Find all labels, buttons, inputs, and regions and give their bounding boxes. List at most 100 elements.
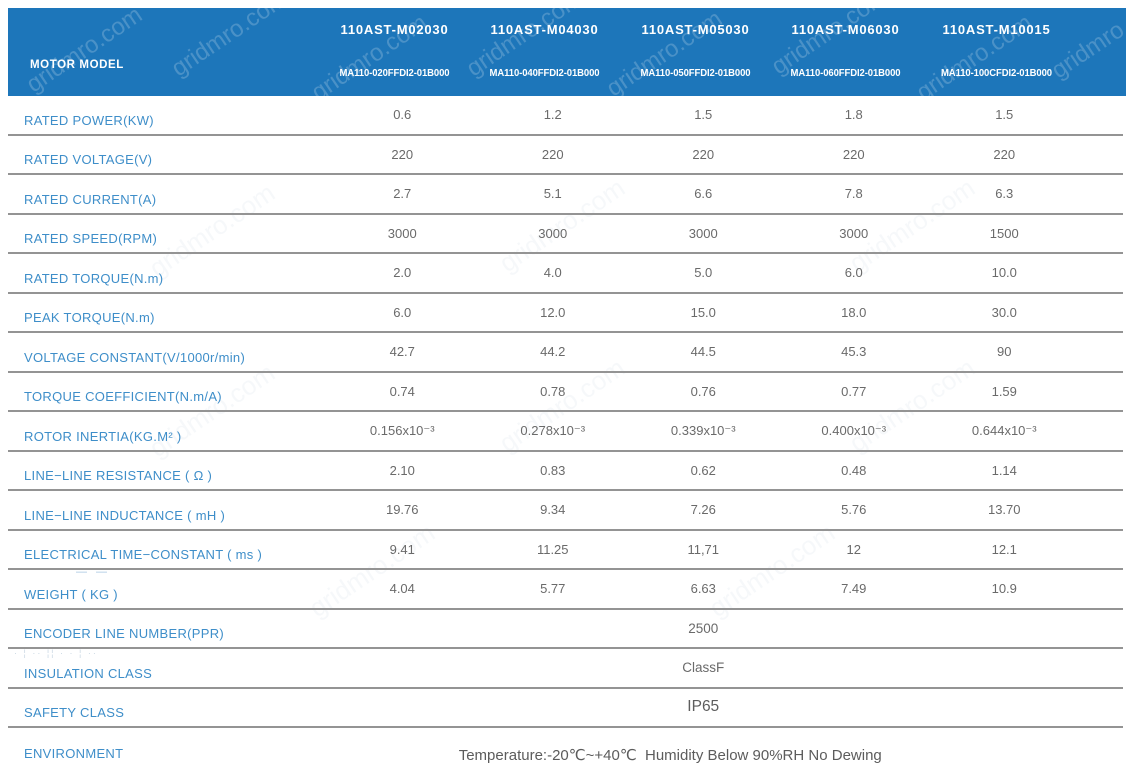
table-header: gridmro.com gridmro.com gridmro.com grid… [8, 8, 1126, 96]
row-label: VOLTAGE CONSTANT(V/1000r/min) [24, 349, 246, 365]
row-label: RATED SPEED(RPM) [24, 231, 158, 246]
spec-value: 7.26 [690, 502, 716, 518]
spec-value: 12.1 [991, 541, 1017, 557]
model-name: 110AST-M04030 [490, 22, 599, 37]
spec-value: 0.48 [841, 462, 867, 478]
spec-table-body: RATED POWER(KW) 0.6 1.2 1.5 1.8 1.5 RATE… [8, 96, 1123, 768]
spec-row-safety-class: SAFETY CLASS IP65 [8, 689, 1123, 728]
spec-row-electrical-time-constant: ELECTRICAL TIME−CONSTANT ( ms ) 9.41 11.… [8, 531, 1123, 570]
model-column-header: 110AST-M06030 MA110-060FFDI2-01B000 [770, 8, 921, 96]
model-part-number: MA110-020FFDI2-01B000 [339, 68, 450, 79]
model-part-number: MA110-050FFDI2-01B000 [640, 68, 751, 79]
spec-value: 0.644x10⁻³ [971, 422, 1037, 438]
spec-value: 2.10 [389, 462, 415, 478]
spec-value-span: IP65 [687, 698, 720, 716]
model-part-number: MA110-060FFDI2-01B000 [790, 68, 901, 79]
spec-value: 42.7 [389, 344, 415, 360]
spec-value: 90 [997, 344, 1012, 360]
spec-value: 6.63 [690, 581, 716, 597]
spec-value: 220 [842, 146, 865, 162]
spec-value: 0.76 [690, 383, 716, 399]
spec-row-rated-speed: RATED SPEED(RPM) 3000 3000 3000 3000 150… [8, 215, 1123, 254]
row-label: RATED CURRENT(A) [24, 191, 157, 207]
spec-value: 6.3 [995, 186, 1014, 202]
spec-value: 5.0 [694, 265, 713, 281]
model-column-header: 110AST-M05030 MA110-050FFDI2-01B000 [620, 8, 771, 96]
spec-row-environment: ENVIRONMENT Temperature:-20℃~+40℃ Humidi… [8, 728, 1123, 768]
spec-value: 10.9 [991, 581, 1017, 597]
spec-row-rated-torque: RATED TORQUE(N.m) 2.0 4.0 5.0 6.0 10.0 [8, 254, 1123, 294]
spec-value: 11,71 [687, 541, 720, 557]
spec-value: 12 [846, 541, 861, 557]
watermark-text: gridmro.com [21, 8, 148, 96]
spec-value: 45.3 [841, 344, 867, 360]
model-part-number: MA110-100CFDI2-01B000 [940, 68, 1053, 79]
spec-value: 12.0 [540, 304, 566, 320]
spec-value: 1.5 [694, 107, 713, 123]
row-label: LINE−LINE INDUCTANCE ( mH ) [24, 507, 226, 523]
spec-value: 1.5 [995, 107, 1014, 123]
row-label: ENCODER LINE NUMBER(PPR) [24, 626, 225, 641]
spec-value: 44.5 [690, 344, 716, 360]
spec-value: 2.7 [393, 186, 412, 202]
spec-value: 0.156x10⁻³ [369, 422, 435, 438]
spec-row-line-line-inductance: LINE−LINE INDUCTANCE ( mH ) 19.76 9.34 7… [8, 491, 1123, 531]
spec-value: 220 [993, 146, 1016, 162]
spec-row-torque-coefficient: TORQUE COEFFICIENT(N.m/A) 0.74 0.78 0.76… [8, 373, 1123, 412]
row-label: TORQUE COEFFICIENT(N.m/A) [24, 389, 222, 404]
spec-row-rated-voltage: RATED VOLTAGE(V) 220 220 220 220 220 [8, 136, 1123, 175]
row-label: PEAK TORQUE(N.m) [24, 310, 155, 325]
spec-row-rated-power: RATED POWER(KW) 0.6 1.2 1.5 1.8 1.5 [8, 96, 1123, 136]
spec-value: 7.49 [841, 581, 867, 597]
spec-value: 0.78 [540, 383, 566, 399]
row-label: SAFETY CLASS [24, 705, 125, 720]
spec-row-insulation-class: INSULATION CLASS ClassF [8, 649, 1123, 689]
spec-value: 0.6 [393, 107, 412, 123]
model-column-header: 110AST-M02030 MA110-020FFDI2-01B000 [319, 8, 470, 96]
spec-value: 1500 [989, 225, 1019, 241]
model-name: 110AST-M05030 [641, 22, 750, 37]
spec-value: 2.0 [393, 265, 412, 281]
row-label: ELECTRICAL TIME−CONSTANT ( ms ) [24, 547, 263, 562]
spec-row-voltage-constant: VOLTAGE CONSTANT(V/1000r/min) 42.7 44.2 … [8, 333, 1123, 373]
model-name: 110AST-M02030 [340, 22, 449, 37]
spec-value: 3000 [688, 225, 718, 241]
spec-row-rotor-inertia: ROTOR INERTIA(KG.M² ) 0.156x10⁻³ 0.278x1… [8, 412, 1123, 452]
spec-row-line-line-resistance: LINE−LINE RESISTANCE ( Ω ) 2.10 0.83 0.6… [8, 452, 1123, 491]
spec-value: 3000 [387, 225, 417, 241]
spec-value-span: 2500 [688, 620, 719, 636]
spec-value: 3000 [538, 225, 568, 241]
row-label: WEIGHT ( KG ) [24, 586, 118, 602]
spec-value: 6.0 [393, 304, 412, 320]
spec-value: 0.400x10⁻³ [821, 422, 887, 438]
row-label: INSULATION CLASS [24, 665, 153, 681]
spec-value: 5.1 [543, 186, 562, 202]
spec-value: 220 [692, 146, 715, 162]
spec-row-encoder-line-number: ENCODER LINE NUMBER(PPR) 2500 [8, 610, 1123, 649]
spec-value: 1.8 [844, 107, 863, 123]
spec-value: 1.59 [991, 383, 1017, 399]
spec-value: 220 [541, 146, 564, 162]
spec-value: 0.62 [690, 462, 716, 478]
spec-row-rated-current: RATED CURRENT(A) 2.7 5.1 6.6 7.8 6.3 [8, 175, 1123, 215]
row-label: LINE−LINE RESISTANCE ( Ω ) [24, 468, 213, 483]
spec-value: 7.8 [844, 186, 863, 202]
spec-row-weight: WEIGHT ( KG ) 4.04 5.77 6.63 7.49 10.9 [8, 570, 1123, 610]
model-name: 110AST-M06030 [791, 22, 900, 37]
spec-value: 13.70 [987, 502, 1021, 518]
spec-row-peak-torque: PEAK TORQUE(N.m) 6.0 12.0 15.0 18.0 30.0 [8, 294, 1123, 333]
spec-value: 3000 [839, 225, 869, 241]
spec-value: 5.76 [841, 502, 867, 518]
spec-value-span: Temperature:-20℃~+40℃ Humidity Below 90%… [458, 747, 882, 764]
spec-value: 1.2 [543, 107, 562, 123]
row-label: ENVIRONMENT [24, 746, 124, 761]
spec-value: 5.77 [540, 581, 566, 597]
row-label: ROTOR INERTIA(KG.M² ) [24, 428, 182, 444]
spec-value: 30.0 [991, 304, 1017, 320]
spec-value: 19.76 [385, 502, 419, 518]
spec-value: 4.0 [543, 265, 562, 281]
spec-value: 4.04 [389, 581, 415, 597]
spec-value: 15.0 [690, 304, 716, 320]
spec-value: 9.41 [389, 541, 415, 557]
